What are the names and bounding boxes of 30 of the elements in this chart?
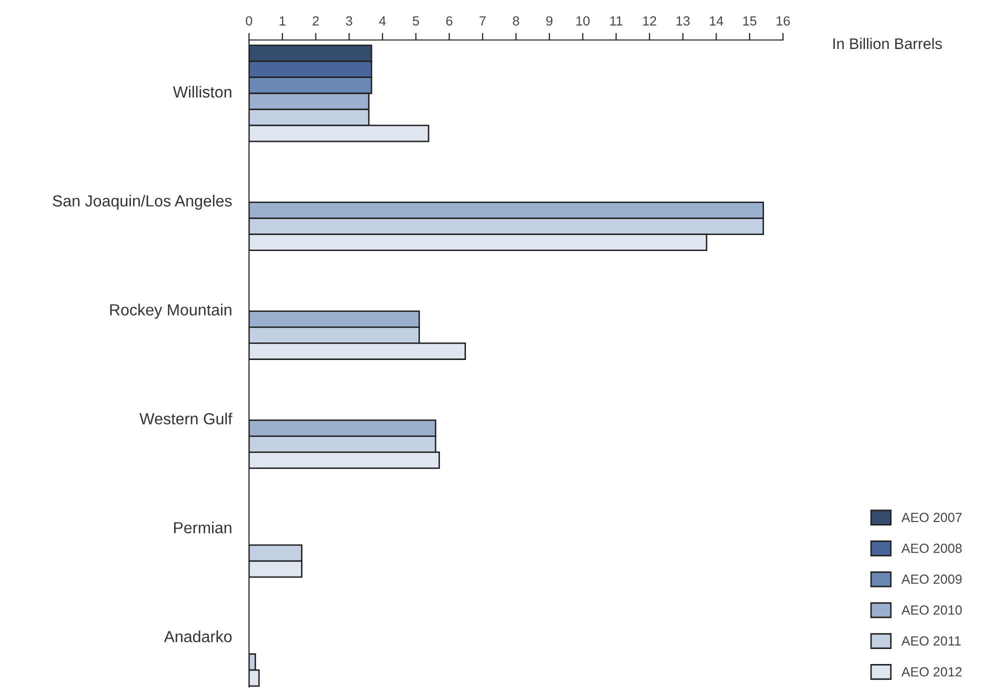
y-tick-label: Anadarko	[164, 630, 232, 642]
x-tick-label: 7	[480, 16, 486, 26]
legend-label: AEO 2011	[901, 636, 961, 646]
y-tick-label: Williston	[172, 86, 232, 98]
y-tick-label: Western Gulf	[139, 412, 232, 424]
x-tick-label: 5	[412, 16, 419, 26]
x-axis-title: In Billion Barrels	[833, 38, 942, 50]
x-tick-label: 2	[312, 16, 319, 26]
x-tick-label: 1	[280, 16, 286, 26]
x-tick-label: 3	[346, 16, 352, 26]
x-tick-label: 10	[576, 16, 590, 26]
x-tick-label: 14	[710, 16, 724, 26]
x-tick-label: 13	[676, 16, 690, 26]
y-tick-label: Rockey Mountain	[110, 304, 232, 319]
x-tick-label: 6	[446, 16, 452, 26]
x-tick-label: 11	[610, 16, 622, 26]
legend-label: AEO 2012	[901, 667, 962, 676]
x-tick-label: 4	[379, 16, 386, 26]
x-tick-label: 9	[546, 16, 552, 26]
x-tick-label: 8	[512, 16, 520, 26]
x-tick-label: 15	[743, 16, 756, 26]
y-tick-label: San Joaquin/Los Angeles	[52, 194, 232, 210]
x-tick-label: 16	[776, 16, 790, 26]
legend-label: AEO 2009	[901, 574, 962, 584]
x-tick-label: 0	[246, 16, 252, 26]
x-tick-label: 12	[643, 16, 656, 26]
legend-label: AEO 2008	[901, 544, 962, 553]
y-tick-label: Permian	[174, 522, 232, 534]
legend-label: AEO 2010	[901, 605, 962, 615]
legend-label: AEO 2007	[901, 512, 962, 522]
